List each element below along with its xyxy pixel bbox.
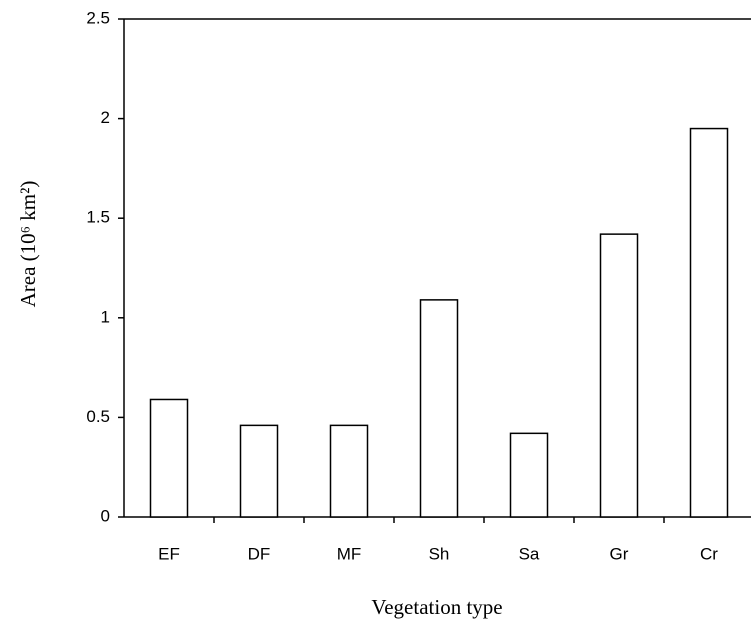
bar <box>239 424 279 518</box>
bar <box>329 424 369 518</box>
y-axis-title: Area (10⁶ km²) <box>16 181 40 308</box>
y-tick-label: 1.5 <box>86 208 110 227</box>
bar <box>599 233 639 518</box>
x-tick-label: MF <box>337 544 362 563</box>
bar <box>689 127 729 518</box>
y-tick-label: 2 <box>101 108 110 127</box>
x-tick-label: Sa <box>519 544 540 563</box>
bar <box>419 299 459 518</box>
y-tick-label: 2.5 <box>86 8 110 27</box>
x-tick-label: DF <box>248 544 271 563</box>
x-tick-label: Cr <box>700 544 718 563</box>
x-tick-label: EF <box>158 544 180 563</box>
x-tick-label: Sh <box>429 544 450 563</box>
bar <box>149 398 189 518</box>
x-tick-label: Gr <box>610 544 629 563</box>
y-tick-label: 0 <box>101 506 110 525</box>
y-tick-label: 1 <box>101 307 110 326</box>
y-tick-label: 0.5 <box>86 407 110 426</box>
bar <box>509 432 549 518</box>
x-axis-title: Vegetation type <box>371 595 502 619</box>
